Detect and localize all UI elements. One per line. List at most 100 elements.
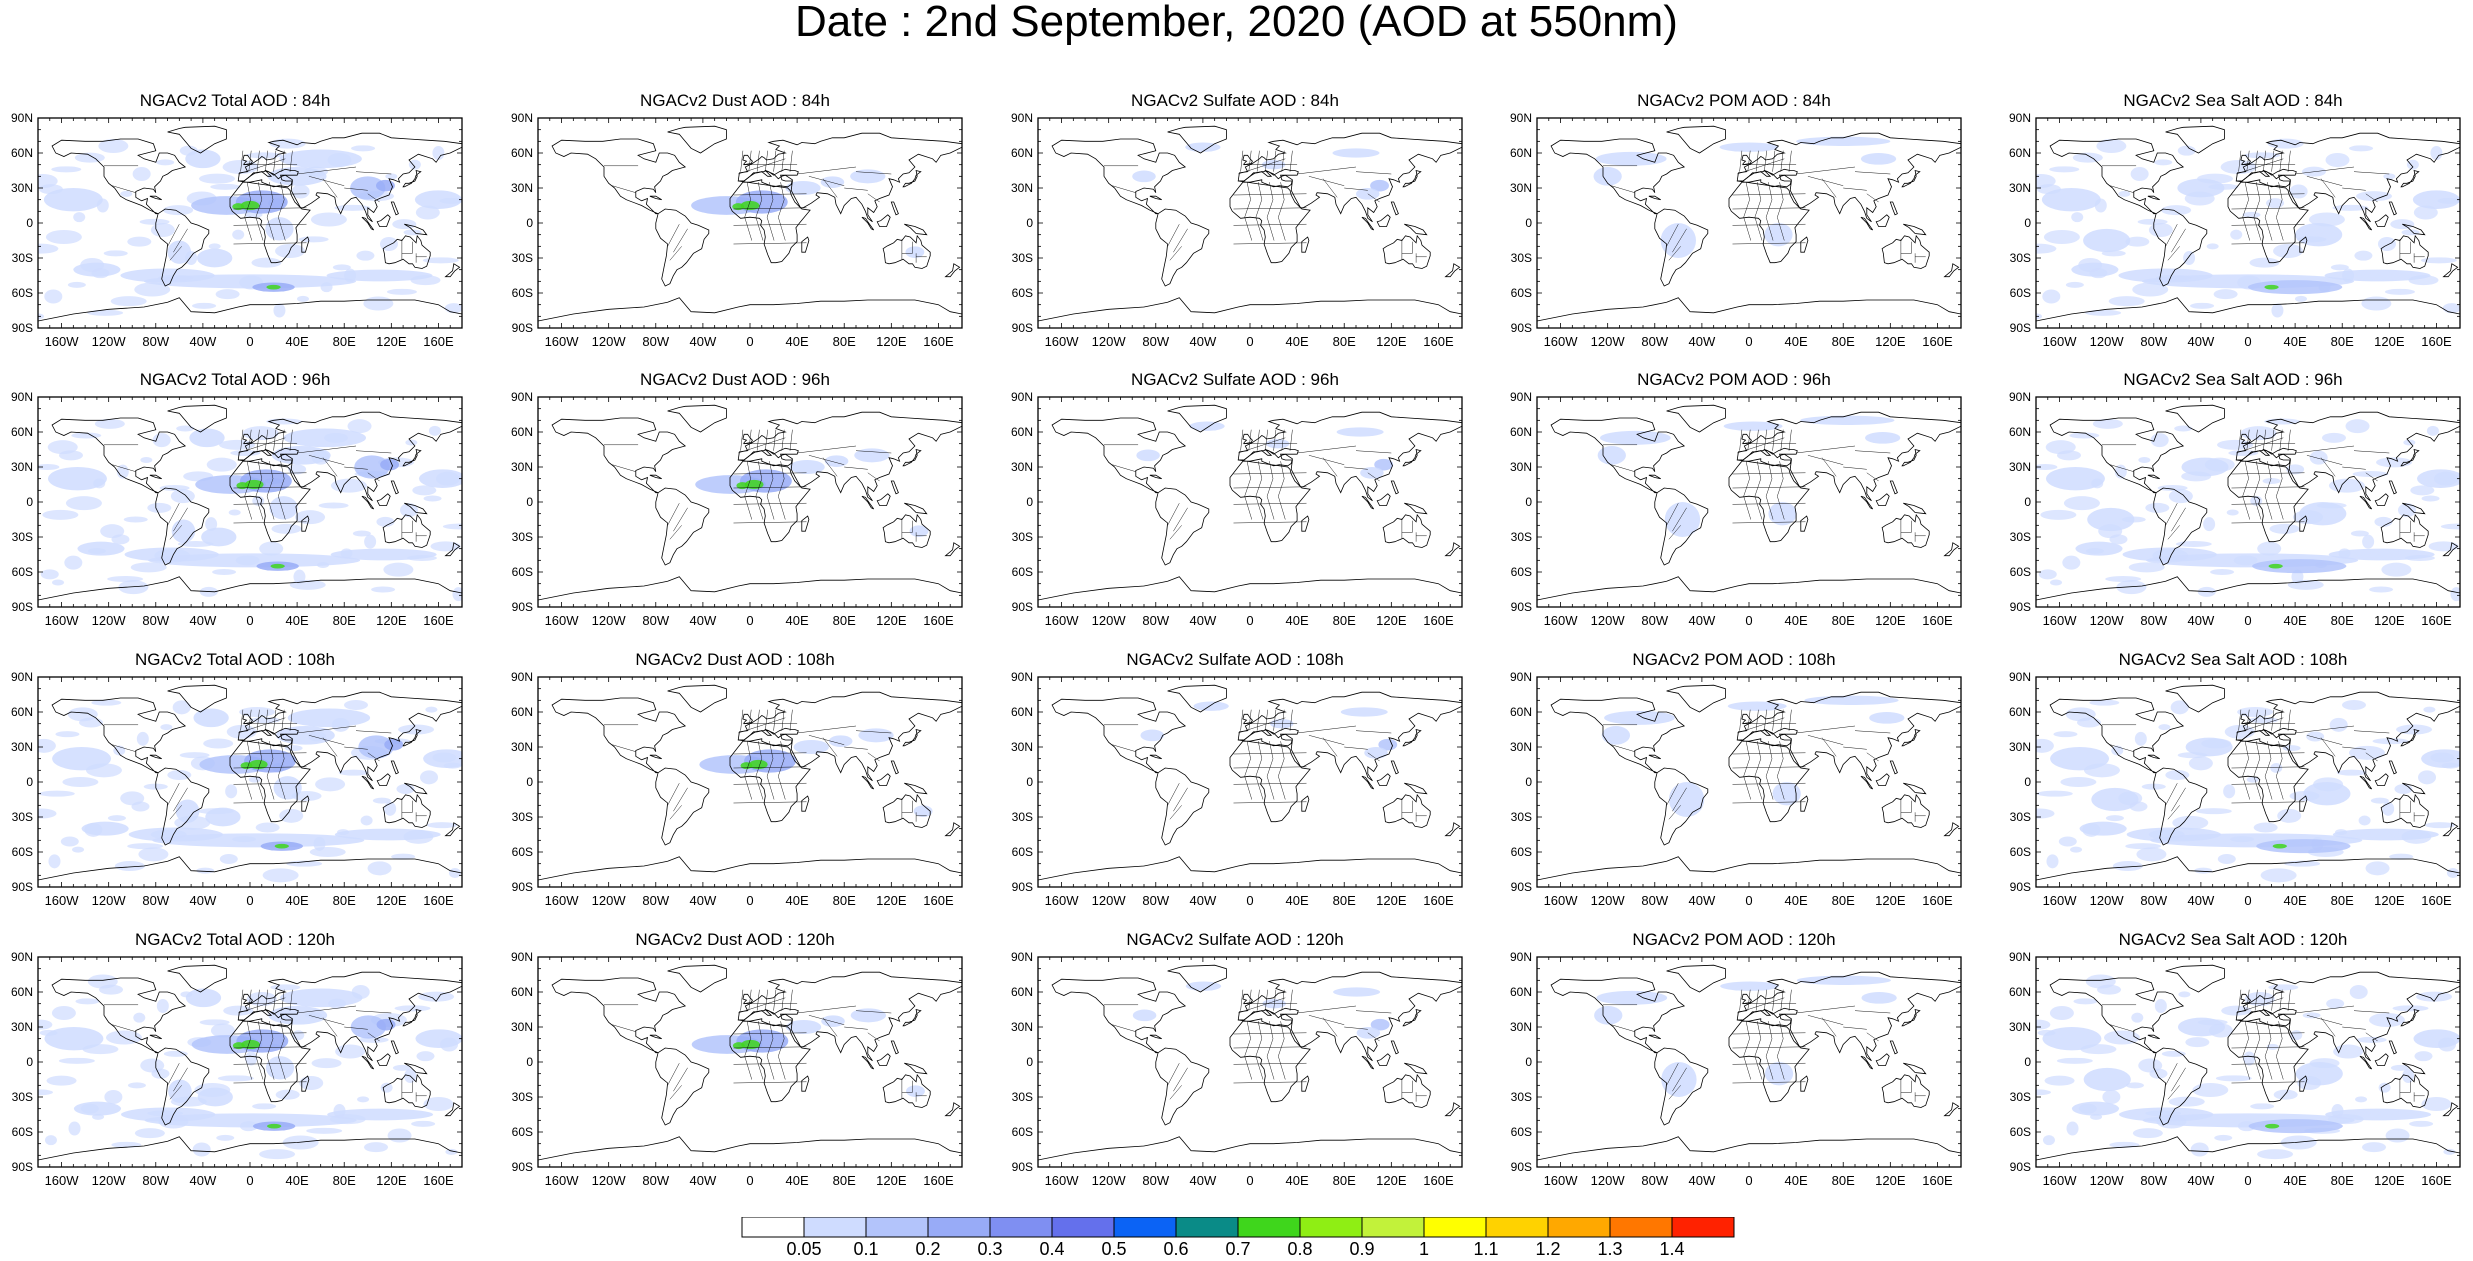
lon-tick-label: 160E xyxy=(423,893,454,908)
aod-cell xyxy=(367,861,392,876)
aod-cell xyxy=(2060,777,2097,787)
country-border xyxy=(1747,989,1751,1011)
country-border xyxy=(167,224,180,247)
aod-plume xyxy=(2122,547,2217,562)
coastline xyxy=(1875,493,1890,506)
lon-tick-label: 160W xyxy=(45,893,80,908)
country-border xyxy=(2171,228,2186,253)
aod-cell xyxy=(2183,251,2196,265)
aod-plume xyxy=(748,759,768,770)
aod-cell xyxy=(199,1019,230,1026)
coastline xyxy=(444,1102,461,1117)
country-border xyxy=(1672,228,1687,253)
map-panel: NGACv2 Dust AOD : 96h 90N 60N 30N 0 30S 60S 90S… xyxy=(500,371,970,631)
coastline xyxy=(1537,856,1961,881)
country-border xyxy=(2231,502,2305,505)
country-border xyxy=(1747,709,1751,731)
country-border xyxy=(1344,1026,1368,1030)
coastline xyxy=(167,684,227,713)
lon-tick-label: 40W xyxy=(690,1173,717,1188)
country-border xyxy=(256,709,260,731)
aod-plume xyxy=(423,749,462,768)
lat-tick-label: 60N xyxy=(11,425,33,439)
panel-title: NGACv2 Total AOD : 108h xyxy=(134,650,335,669)
country-border xyxy=(1233,207,1307,210)
lon-tick-label: 120E xyxy=(376,334,407,349)
aod-cell xyxy=(219,854,238,864)
coastline xyxy=(1390,480,1399,495)
coastline xyxy=(167,125,227,154)
aod-plume xyxy=(189,428,225,448)
coastline xyxy=(1736,132,1961,223)
lat-tick-label: 0 xyxy=(1525,495,1532,509)
aod-cell xyxy=(2065,707,2096,722)
country-border xyxy=(2320,1017,2336,1037)
lon-tick-label: 40W xyxy=(1689,893,1716,908)
coastline xyxy=(2359,495,2373,510)
country-border xyxy=(1743,461,1752,520)
country-border xyxy=(244,461,253,520)
aod-cell xyxy=(2085,309,2122,316)
lon-tick-label: 120E xyxy=(2374,893,2405,908)
country-border xyxy=(733,242,807,245)
country-border xyxy=(1233,502,1307,505)
lon-tick-label: 120E xyxy=(876,893,907,908)
coastline xyxy=(2359,1055,2373,1070)
aod-cell xyxy=(60,836,79,847)
aod-cell xyxy=(392,1064,411,1071)
country-border xyxy=(2246,989,2250,1011)
lon-tick-label: 40W xyxy=(1190,613,1217,628)
country-border xyxy=(2231,801,2305,804)
country-border xyxy=(2276,1021,2284,1080)
lat-tick-label: 30N xyxy=(2009,1020,2031,1034)
coastline xyxy=(1881,234,1930,269)
aod-cell xyxy=(360,815,373,826)
coastline xyxy=(1741,713,1752,725)
aod-cell xyxy=(2269,523,2300,534)
country-border xyxy=(1732,502,1806,505)
aod-cell xyxy=(2220,160,2257,174)
aod-cell xyxy=(2365,861,2390,876)
lon-tick-label: 120E xyxy=(1875,893,1906,908)
country-border xyxy=(1780,989,1784,1011)
aod-plume xyxy=(167,240,192,264)
aod-cell xyxy=(212,569,237,575)
country-border xyxy=(781,709,785,731)
country-border xyxy=(773,989,777,1011)
colorbar-box xyxy=(1299,1217,1363,1238)
country-border xyxy=(733,752,807,755)
country-border xyxy=(2276,461,2284,520)
aod-plume xyxy=(269,496,298,520)
aod-cell xyxy=(2372,738,2409,745)
lon-tick-label: 0 xyxy=(746,334,753,349)
aod-plume xyxy=(241,1039,261,1050)
coastline xyxy=(1537,297,1961,322)
aod-plume xyxy=(1594,1006,1623,1025)
aod-cell xyxy=(2172,815,2209,830)
country-border xyxy=(2295,725,2355,734)
country-border xyxy=(1732,782,1806,785)
country-border xyxy=(1289,429,1293,451)
country-border xyxy=(1743,182,1752,241)
coastline xyxy=(649,195,662,201)
aod-cell xyxy=(217,1075,254,1082)
coastline xyxy=(737,691,962,782)
aod-cell xyxy=(371,586,396,593)
coastline xyxy=(1881,793,1930,828)
country-border xyxy=(169,525,182,540)
country-border xyxy=(1355,171,1392,175)
aod-cell xyxy=(2114,464,2127,479)
panel-title: NGACv2 Dust AOD : 108h xyxy=(635,650,835,669)
country-border xyxy=(2263,150,2266,172)
country-border xyxy=(789,709,793,731)
coastline xyxy=(904,223,928,236)
lon-tick-label: 120W xyxy=(2090,893,2125,908)
coastline xyxy=(390,201,399,216)
panel-title: NGACv2 Dust AOD : 120h xyxy=(635,930,835,949)
country-border xyxy=(2238,989,2242,1011)
coastline xyxy=(2380,234,2429,269)
lat-tick-label: 90S xyxy=(2010,600,2031,614)
lon-tick-label: 160E xyxy=(1922,1173,1953,1188)
country-border xyxy=(1273,150,1277,172)
